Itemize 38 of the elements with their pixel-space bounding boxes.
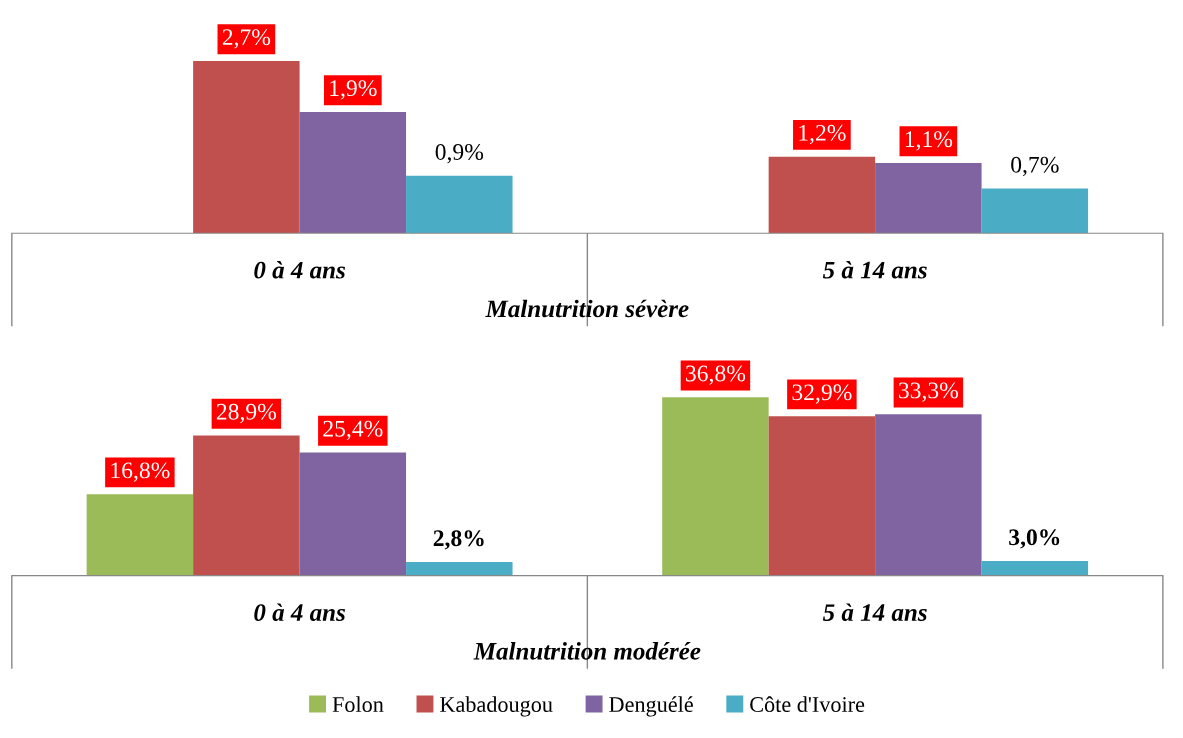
bar xyxy=(406,562,513,576)
legend-label: Folon xyxy=(332,696,384,712)
data-label: 0,9% xyxy=(435,143,484,164)
bar xyxy=(875,414,982,576)
data-label: 28,9% xyxy=(216,403,277,424)
data-label: 25,4% xyxy=(323,420,383,441)
x-axis-title: Malnutrition modérée xyxy=(473,642,701,660)
x-tick-label: 0 à 4 ans xyxy=(254,260,346,279)
bar xyxy=(299,452,407,576)
bar xyxy=(299,112,407,234)
data-label: 1,1% xyxy=(905,131,953,151)
bar xyxy=(768,156,876,234)
data-label: 2,8% xyxy=(433,530,484,550)
bar xyxy=(768,416,876,576)
bar xyxy=(193,61,300,234)
bar xyxy=(981,561,1089,576)
data-label: 2,7% xyxy=(222,29,271,49)
data-label: 0,7% xyxy=(1011,156,1059,177)
data-label: 1,2% xyxy=(799,124,846,145)
bar xyxy=(875,163,982,234)
data-label: 16,8% xyxy=(111,462,170,482)
data-label: 33,3% xyxy=(899,382,959,402)
x-tick-label: 5 à 14 ans xyxy=(822,260,927,279)
bar xyxy=(406,175,513,234)
legend-label: Côte d'Ivoire xyxy=(750,696,865,712)
bar xyxy=(981,188,1089,234)
data-label: 1,9% xyxy=(330,80,377,100)
bar xyxy=(193,435,300,576)
x-axis-title: Malnutrition sévère xyxy=(485,299,689,318)
bar xyxy=(86,494,194,576)
bar xyxy=(662,397,769,576)
x-tick-label: 0 à 4 ans xyxy=(254,603,346,622)
data-label: 3,0% xyxy=(1009,529,1060,549)
x-tick-label: 5 à 14 ans xyxy=(822,603,927,622)
data-label: 36,8% xyxy=(686,365,746,385)
legend-label: Denguélé xyxy=(609,696,693,717)
legend-label: Kabadougou xyxy=(440,696,553,717)
data-label: 32,9% xyxy=(792,384,852,404)
